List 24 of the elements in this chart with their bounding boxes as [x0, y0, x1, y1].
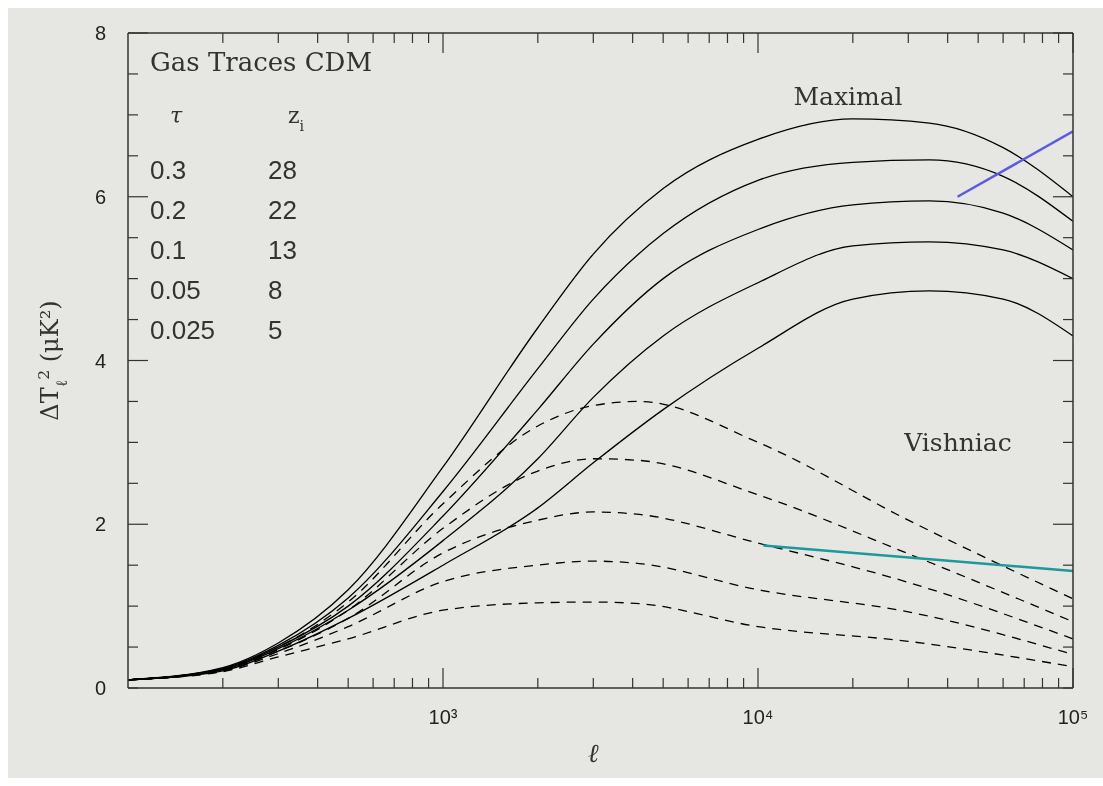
x-tick-label: 10⁵: [1057, 706, 1089, 728]
annotation: 0.2: [150, 195, 187, 225]
annotation: 5: [268, 315, 283, 345]
annotation: 0.3: [150, 155, 187, 185]
annotation: 0.05: [150, 275, 201, 305]
annotation: 0.1: [150, 235, 187, 265]
x-tick-label: 10³: [428, 706, 458, 728]
annotation: 8: [268, 275, 283, 305]
annotation: z$_{i}$: [288, 103, 305, 134]
annotation: 0.025: [150, 315, 216, 345]
annotation: 28: [268, 155, 297, 185]
x-axis-title: ℓ: [587, 738, 599, 768]
y-tick-label: 2: [94, 513, 106, 536]
annotation: 22: [268, 195, 297, 225]
annotation: τ: [170, 103, 183, 128]
y-tick-label: 4: [94, 349, 106, 372]
text: Gas Traces CDM: [150, 47, 373, 77]
x-tick-label: 10⁴: [742, 706, 774, 728]
y-tick-label: 0: [94, 677, 106, 699]
y-tick-label: 8: [94, 22, 106, 44]
y-tick-label: 6: [94, 185, 106, 208]
annotation: Maximal: [793, 82, 903, 111]
annotation: Vishniac: [903, 428, 1012, 457]
annotation: 13: [268, 235, 297, 265]
